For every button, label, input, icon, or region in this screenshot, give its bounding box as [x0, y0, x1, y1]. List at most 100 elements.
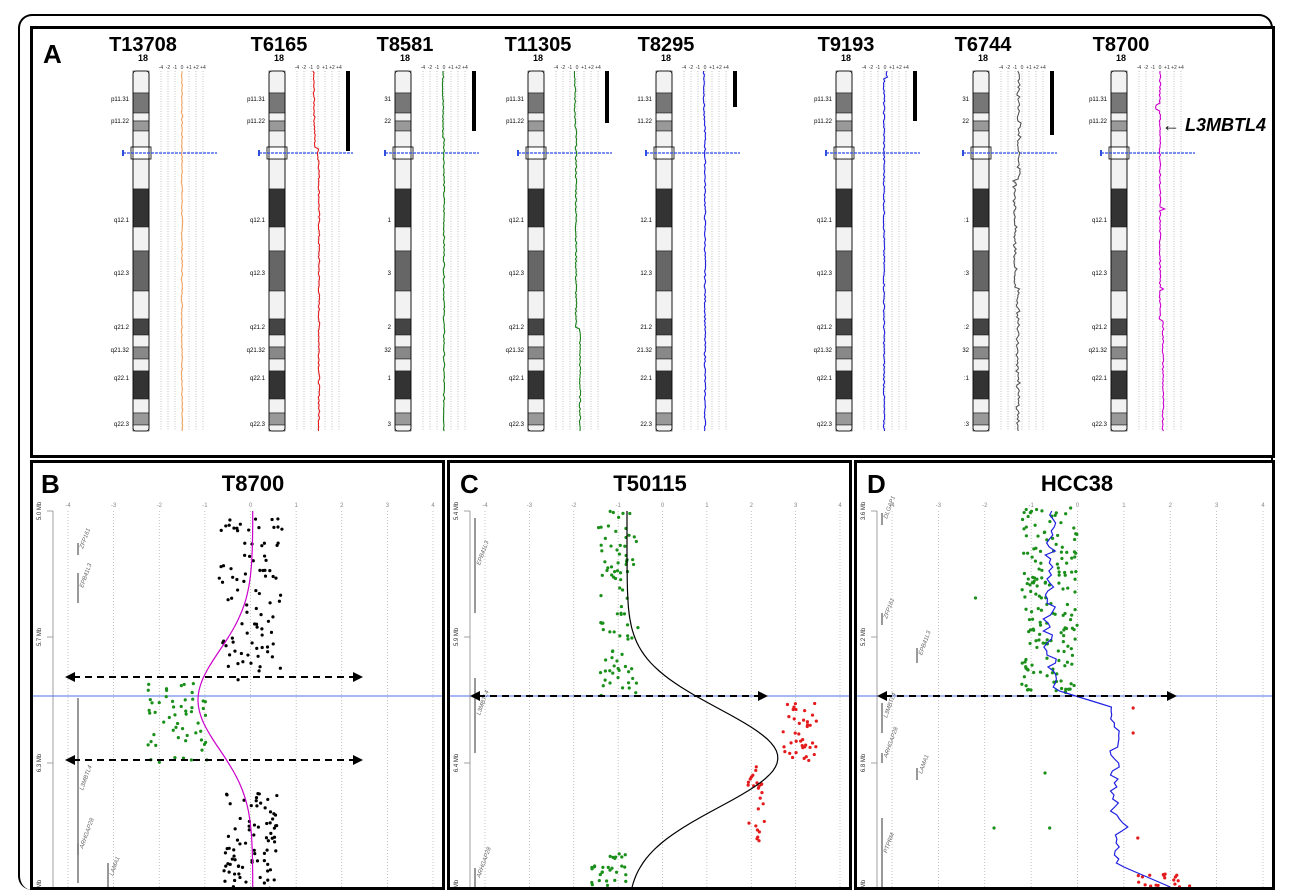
fit-curve — [197, 511, 254, 887]
chromosome-number: 18 — [841, 53, 851, 63]
data-point — [171, 728, 175, 732]
x-tick-label: 2 — [340, 503, 344, 509]
chromosome-band — [527, 346, 545, 360]
data-point — [250, 641, 254, 645]
data-point — [1073, 637, 1077, 641]
data-point — [1154, 883, 1158, 887]
chromosome-band — [835, 70, 853, 94]
data-point — [1063, 664, 1067, 668]
data-point — [245, 610, 249, 614]
x-tick-label: -1 — [696, 65, 701, 71]
arrowhead-right-icon — [353, 672, 363, 682]
band-label: p11.31 — [111, 97, 130, 103]
gene-label: EPB41L3 — [476, 540, 491, 566]
x-tick-label: +2 — [329, 65, 335, 71]
data-point — [619, 578, 623, 582]
data-point — [1073, 607, 1077, 612]
band-label: q21.2 — [114, 325, 130, 331]
data-point — [232, 854, 236, 858]
data-point — [608, 509, 612, 513]
data-point — [278, 593, 283, 597]
chromosome-band — [527, 358, 545, 372]
data-point — [262, 859, 266, 863]
data-point — [260, 627, 264, 631]
chromosome-band — [527, 92, 545, 114]
deletion-bar — [733, 71, 737, 107]
data-point — [164, 687, 169, 691]
data-point — [275, 823, 279, 828]
data-point — [1057, 581, 1061, 585]
data-point — [219, 565, 223, 569]
x-tick-label: 3 — [794, 503, 798, 509]
x-tick-label: +4 — [723, 65, 729, 71]
x-tick-label: 4 — [838, 503, 842, 509]
x-tick-label: -2 — [982, 503, 988, 509]
data-point — [179, 683, 183, 688]
band-label: q21.32 — [814, 348, 833, 354]
data-point — [227, 653, 232, 657]
band-label: q12.3 — [114, 271, 130, 277]
data-point — [258, 665, 262, 669]
chromosome-band — [972, 250, 990, 292]
data-point — [1059, 631, 1063, 635]
data-point — [154, 743, 158, 747]
data-point — [224, 524, 228, 528]
data-point — [271, 642, 275, 646]
data-point — [620, 588, 625, 592]
chromosome-band — [394, 226, 412, 252]
chromosome-band — [1110, 370, 1128, 400]
data-point — [603, 560, 607, 564]
chromosome-band — [132, 370, 150, 400]
data-point — [1070, 653, 1075, 657]
chromosome-band — [268, 70, 286, 94]
band-label: 11.31 — [637, 97, 652, 103]
data-point — [238, 842, 242, 846]
data-point — [153, 710, 157, 714]
chromosome-band — [132, 412, 150, 426]
chromosome-band — [972, 188, 990, 228]
data-point — [1074, 570, 1078, 574]
data-point — [268, 810, 273, 814]
chromosome-band — [132, 70, 150, 94]
chromosome-band — [1110, 424, 1128, 432]
data-point — [247, 528, 251, 532]
data-point — [255, 646, 259, 650]
x-tick-label: -4 — [999, 65, 1004, 71]
data-point — [259, 801, 263, 805]
chromosome-band — [394, 120, 412, 132]
data-point — [255, 859, 260, 863]
data-point — [1059, 686, 1064, 691]
chromosome-band — [835, 188, 853, 228]
data-point — [615, 659, 619, 663]
data-point — [1045, 656, 1049, 660]
data-point — [805, 724, 809, 729]
data-point — [1149, 884, 1153, 887]
sample-title: T8700 — [1093, 34, 1150, 56]
data-point — [254, 799, 258, 803]
chromosome-band — [655, 120, 673, 132]
chromosome-band — [835, 334, 853, 348]
data-point — [231, 885, 236, 887]
x-tick-label: 1 — [705, 503, 709, 509]
profile-line — [441, 71, 446, 432]
chromosome-band — [1110, 290, 1128, 320]
panel-c-title: T50115 — [613, 471, 687, 496]
data-point — [233, 858, 237, 862]
data-point — [1066, 644, 1070, 648]
data-point — [1038, 623, 1043, 627]
band-label: p11.22 — [111, 119, 130, 125]
x-tick-label: +2 — [193, 65, 199, 71]
x-tick-label: -1 — [202, 503, 208, 509]
data-point — [196, 721, 200, 725]
data-point — [252, 823, 257, 827]
data-point — [1029, 509, 1034, 513]
data-point — [801, 737, 805, 742]
data-point — [275, 543, 279, 547]
data-point — [622, 612, 627, 616]
data-point — [180, 727, 185, 731]
data-point — [248, 554, 252, 558]
data-point — [625, 623, 630, 627]
data-point — [251, 559, 255, 563]
chromosome-band — [394, 358, 412, 372]
